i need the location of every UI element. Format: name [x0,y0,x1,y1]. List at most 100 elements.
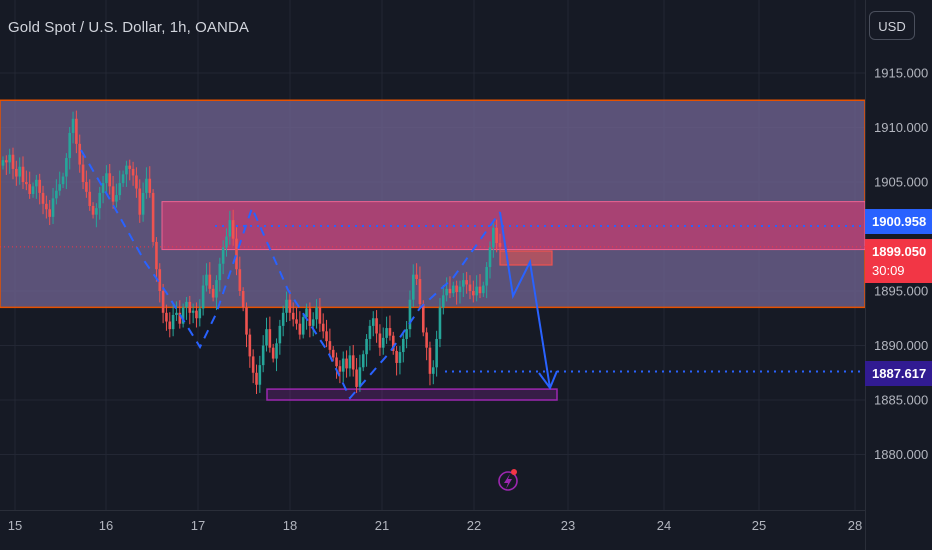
candle[interactable] [201,275,205,316]
candle[interactable] [482,281,485,297]
candle[interactable] [411,264,415,307]
candle[interactable] [275,338,278,372]
candle[interactable] [135,167,138,198]
candle[interactable] [141,182,145,222]
candle[interactable] [401,331,405,363]
candle[interactable] [468,275,472,300]
candle[interactable] [385,316,388,344]
candle[interactable] [181,303,185,328]
candle[interactable] [148,166,152,198]
candle[interactable] [58,171,62,196]
candle[interactable] [305,303,308,330]
candle[interactable] [341,351,345,383]
candle[interactable] [408,290,412,338]
candle[interactable] [41,185,45,215]
candle[interactable] [415,263,418,286]
candle[interactable] [288,290,292,321]
candle[interactable] [191,303,195,324]
alert-icon[interactable] [498,469,518,491]
candle[interactable] [145,167,148,199]
candle[interactable] [325,319,328,348]
candle[interactable] [431,360,435,385]
candle[interactable] [265,317,268,352]
candle[interactable] [28,171,31,199]
candle[interactable] [161,283,165,324]
candle[interactable] [25,170,28,191]
candle[interactable] [318,298,322,332]
candle[interactable] [398,346,402,375]
candle[interactable] [231,209,235,246]
candle[interactable] [128,159,132,181]
candle[interactable] [251,349,255,384]
candle[interactable] [121,170,125,187]
candle[interactable] [205,263,208,292]
candle[interactable] [218,257,222,292]
candle[interactable] [378,324,382,356]
candle[interactable] [111,176,115,209]
candle[interactable] [208,262,212,294]
candle[interactable] [171,304,175,337]
candle[interactable] [295,307,298,330]
candle[interactable] [281,305,285,337]
candle[interactable] [321,313,325,339]
candle[interactable] [488,241,492,279]
candle[interactable] [238,256,242,296]
candle[interactable] [475,275,478,302]
candle[interactable] [278,319,282,355]
candle[interactable] [478,274,482,299]
candle[interactable] [465,271,468,294]
candle[interactable] [405,320,408,349]
candle[interactable] [98,186,102,220]
candle[interactable] [185,296,188,320]
candle[interactable] [138,179,142,223]
candle[interactable] [5,155,8,175]
candle[interactable] [298,311,302,340]
candle[interactable] [485,262,488,299]
candle[interactable] [55,179,58,205]
candle[interactable] [151,189,155,246]
candle[interactable] [165,304,168,331]
candle[interactable] [441,285,445,315]
candle[interactable] [375,310,378,343]
candle[interactable] [428,341,432,386]
candle[interactable] [215,275,218,311]
candle[interactable] [268,316,272,353]
candle[interactable] [125,160,128,187]
candle[interactable] [495,219,498,253]
candle[interactable] [68,126,72,170]
candle[interactable] [472,280,475,303]
candle[interactable] [198,299,202,327]
candle[interactable] [328,328,332,355]
candle[interactable] [48,199,51,226]
candle[interactable] [348,346,352,377]
candle[interactable] [391,331,395,355]
candle[interactable] [85,170,88,198]
candle[interactable] [388,315,392,341]
candle[interactable] [258,355,262,393]
candle[interactable] [51,187,55,224]
candle[interactable] [368,319,372,351]
candle[interactable] [71,111,75,144]
candle[interactable] [248,328,252,368]
candle[interactable] [365,334,368,367]
entry-box[interactable] [499,250,553,266]
candle[interactable] [88,179,92,211]
candle[interactable] [245,302,248,348]
candle[interactable] [45,195,48,219]
candle[interactable] [395,346,398,376]
candle[interactable] [371,311,375,337]
candle[interactable] [15,160,18,186]
candle[interactable] [75,110,78,154]
candle[interactable] [452,281,455,297]
candle[interactable] [21,156,25,190]
candle[interactable] [338,360,342,384]
candle[interactable] [38,173,41,205]
candle[interactable] [221,240,225,275]
candle[interactable] [311,312,315,337]
candle[interactable] [435,330,438,377]
candle[interactable] [101,176,105,204]
candle[interactable] [18,157,21,185]
currency-button[interactable]: USD [869,11,915,40]
